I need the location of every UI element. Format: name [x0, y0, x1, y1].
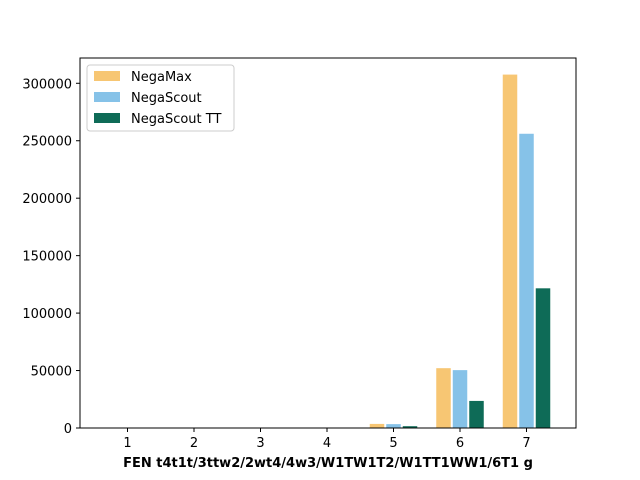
x-tick-label: 4 — [323, 436, 331, 451]
bar-negascout-5 — [385, 423, 402, 429]
legend-label: NegaMax — [131, 70, 192, 85]
x-tick-label: 5 — [389, 436, 397, 451]
bar-negamax-6 — [435, 367, 452, 429]
legend-swatch-negascout — [94, 92, 120, 102]
legend-label: NegaScout TT — [131, 112, 221, 127]
x-axis-label: FEN t4t1t/3ttw2/2wt4/4w3/W1TW1T2/W1TT1WW… — [123, 456, 533, 471]
x-axis-ticks: 1 2 3 4 5 6 7 — [123, 428, 531, 451]
y-tick-label: 50000 — [31, 365, 72, 380]
bar-negascout-tt-6 — [468, 399, 485, 429]
legend-label: NegaScout — [131, 91, 202, 106]
bar-negamax-5 — [368, 422, 386, 429]
x-tick-label: 2 — [190, 436, 198, 451]
bar-negascout-6 — [451, 369, 469, 429]
plot-frame — [79, 57, 577, 429]
y-tick-label: 0 — [64, 422, 72, 437]
legend-swatch-negamax — [94, 71, 120, 81]
legend: NegaMax NegaScout NegaScout TT — [86, 64, 235, 132]
x-tick-label: 6 — [456, 436, 464, 451]
bar-negamax-7 — [501, 73, 519, 429]
x-tick-label: 3 — [256, 436, 264, 451]
y-tick-label: 300000 — [22, 77, 72, 92]
y-tick-label: 100000 — [22, 307, 72, 322]
bar-negascout-tt-7 — [534, 287, 552, 429]
y-tick-label: 200000 — [22, 192, 72, 207]
bar-negascout-7 — [518, 132, 535, 429]
legend-box — [86, 64, 235, 132]
y-tick-label: 150000 — [22, 250, 72, 265]
x-tick-label: 7 — [522, 436, 530, 451]
legend-swatch-negascout-tt — [94, 113, 120, 123]
y-tick-label: 250000 — [22, 135, 72, 150]
x-tick-label: 1 — [123, 436, 131, 451]
y-axis-ticks: 0 50000 100000 150000 200000 250000 300000 — [22, 77, 80, 437]
